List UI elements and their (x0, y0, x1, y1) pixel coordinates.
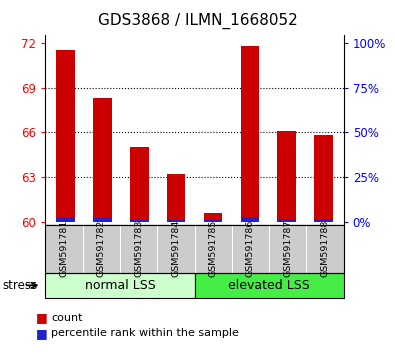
Text: count: count (51, 313, 83, 322)
Bar (167, 220, 185, 222)
Bar (314, 219, 333, 222)
Bar (204, 213, 222, 222)
Text: GDS3868 / ILMN_1668052: GDS3868 / ILMN_1668052 (98, 12, 297, 29)
Text: GSM591787: GSM591787 (283, 220, 292, 278)
Bar (167, 174, 185, 222)
Text: percentile rank within the sample: percentile rank within the sample (51, 329, 239, 338)
Bar (277, 219, 296, 222)
Text: GSM591786: GSM591786 (246, 220, 255, 278)
Text: GSM591784: GSM591784 (171, 220, 181, 278)
Bar (130, 219, 149, 222)
Bar (277, 131, 296, 222)
Bar (241, 46, 259, 222)
Text: stress: stress (2, 279, 37, 292)
Bar (56, 50, 75, 222)
Text: GSM591785: GSM591785 (209, 220, 218, 278)
Bar (93, 218, 112, 222)
Text: ■: ■ (36, 327, 47, 340)
Bar (93, 98, 112, 222)
Bar (314, 135, 333, 222)
Text: GSM591783: GSM591783 (134, 220, 143, 278)
Bar (56, 217, 75, 222)
Text: normal LSS: normal LSS (85, 279, 155, 292)
Text: elevated LSS: elevated LSS (228, 279, 310, 292)
Text: ■: ■ (36, 311, 47, 324)
Text: GSM591782: GSM591782 (97, 220, 106, 278)
Text: GSM591781: GSM591781 (60, 220, 69, 278)
Bar (204, 220, 222, 222)
Text: GSM591788: GSM591788 (320, 220, 329, 278)
Bar (130, 147, 149, 222)
Bar (241, 217, 259, 222)
